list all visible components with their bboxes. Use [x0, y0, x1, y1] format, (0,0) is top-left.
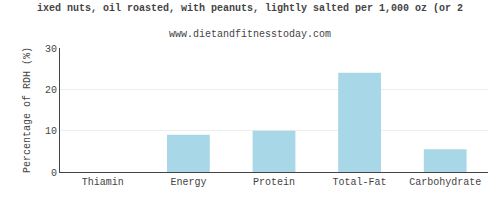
svg-text:Total-Fat: Total-Fat: [333, 177, 387, 188]
svg-text:Protein: Protein: [253, 177, 295, 188]
svg-text:Thiamin: Thiamin: [82, 177, 124, 188]
svg-text:Percentage of RDH (%): Percentage of RDH (%): [22, 47, 33, 173]
svg-text:30: 30: [45, 44, 57, 55]
svg-text:20: 20: [45, 85, 57, 96]
svg-text:ixed nuts, oil roasted, with p: ixed nuts, oil roasted, with peanuts, li…: [37, 3, 463, 14]
svg-text:Energy: Energy: [170, 177, 206, 188]
svg-text:Carbohydrate: Carbohydrate: [409, 177, 481, 188]
svg-text:www.dietandfitnesstoday.com: www.dietandfitnesstoday.com: [169, 29, 331, 40]
svg-text:10: 10: [45, 126, 57, 137]
svg-text:0: 0: [51, 168, 57, 179]
